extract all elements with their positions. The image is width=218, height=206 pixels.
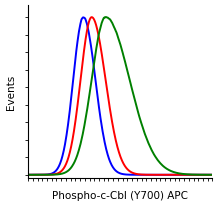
X-axis label: Phospho-c-Cbl (Y700) APC: Phospho-c-Cbl (Y700) APC (52, 191, 188, 200)
Y-axis label: Events: Events (5, 74, 15, 109)
